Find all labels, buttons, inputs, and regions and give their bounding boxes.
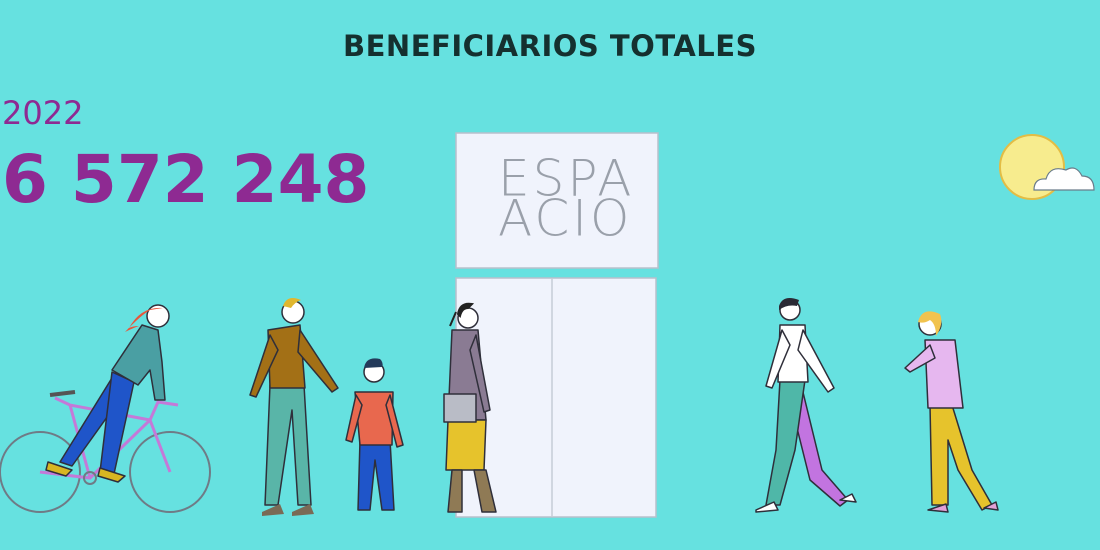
woman-briefcase-part bbox=[449, 302, 475, 327]
door-part bbox=[455, 132, 659, 269]
walking-man bbox=[755, 298, 857, 513]
total-beneficiaries: 6 572 248 bbox=[2, 141, 369, 218]
man-part bbox=[264, 384, 312, 506]
cyclist-part bbox=[49, 390, 76, 397]
cyclist-part bbox=[146, 304, 170, 328]
sign-line: ACIO bbox=[498, 190, 632, 248]
walking-woman-part bbox=[929, 404, 993, 511]
cyclist-part bbox=[83, 471, 97, 485]
sign-line: ESPA bbox=[498, 150, 635, 208]
boy-part bbox=[357, 439, 395, 511]
year: 2022 bbox=[2, 94, 83, 132]
man bbox=[249, 298, 339, 516]
cyclist-part bbox=[45, 461, 73, 477]
cyclist-part bbox=[0, 431, 81, 513]
woman-briefcase bbox=[443, 302, 497, 513]
walking-man-part bbox=[765, 329, 835, 393]
woman-briefcase-part bbox=[447, 469, 497, 513]
walking-woman bbox=[904, 311, 999, 513]
walking-woman-part bbox=[904, 344, 936, 373]
woman-briefcase-part bbox=[445, 419, 487, 471]
cyclist bbox=[0, 304, 211, 513]
door-part bbox=[455, 277, 657, 518]
cyclist-part bbox=[129, 431, 211, 513]
man-part bbox=[249, 329, 339, 398]
woman-briefcase-part bbox=[469, 334, 491, 413]
door: ESPA ACIO bbox=[455, 132, 659, 518]
walking-man-part bbox=[779, 298, 799, 310]
cyclist-part bbox=[111, 324, 166, 401]
cyclist-part bbox=[125, 307, 163, 332]
boy-part bbox=[354, 391, 394, 446]
man-part bbox=[283, 298, 301, 308]
boy-part bbox=[364, 358, 383, 368]
sun-cloud bbox=[999, 134, 1095, 200]
boy-part bbox=[345, 394, 404, 448]
cyclist-part bbox=[97, 467, 126, 483]
man-part bbox=[262, 504, 314, 516]
woman-briefcase-part bbox=[443, 393, 477, 423]
walking-woman-part bbox=[918, 311, 942, 336]
walking-woman-part bbox=[927, 501, 999, 513]
title: BENEFICIARIOS TOTALES bbox=[343, 29, 757, 63]
sun-cloud-part bbox=[1033, 167, 1095, 191]
boy bbox=[345, 358, 404, 511]
walking-man-part bbox=[755, 493, 857, 513]
